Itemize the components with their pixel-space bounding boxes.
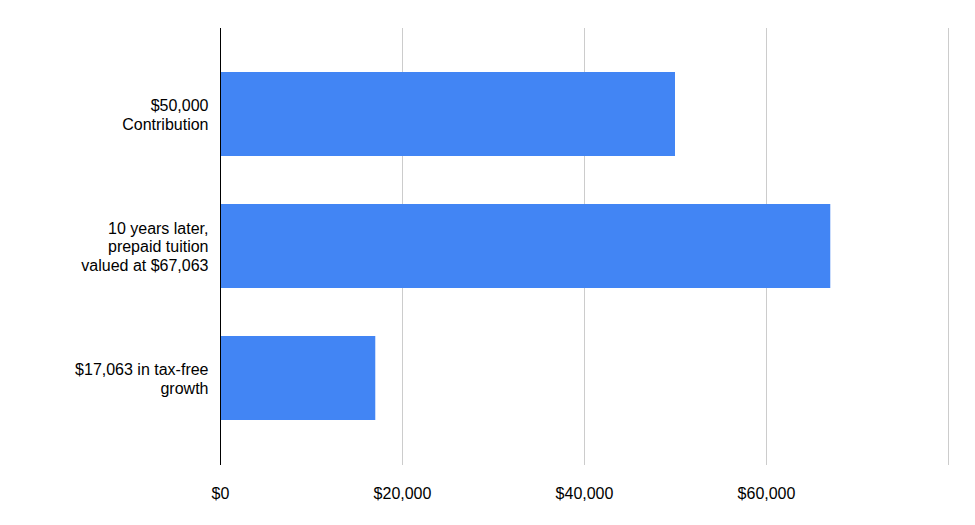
svg-text:$40,000: $40,000 — [556, 485, 614, 502]
svg-text:$50,000Contribution: $50,000Contribution — [122, 97, 208, 132]
svg-text:10 years later,prepaid tuition: 10 years later,prepaid tuitionvalued at … — [81, 220, 208, 274]
svg-text:$0: $0 — [212, 485, 230, 502]
svg-text:$20,000: $20,000 — [374, 485, 432, 502]
svg-text:$60,000: $60,000 — [738, 485, 796, 502]
svg-text:$17,063 in tax-freegrowth: $17,063 in tax-freegrowth — [75, 361, 209, 396]
